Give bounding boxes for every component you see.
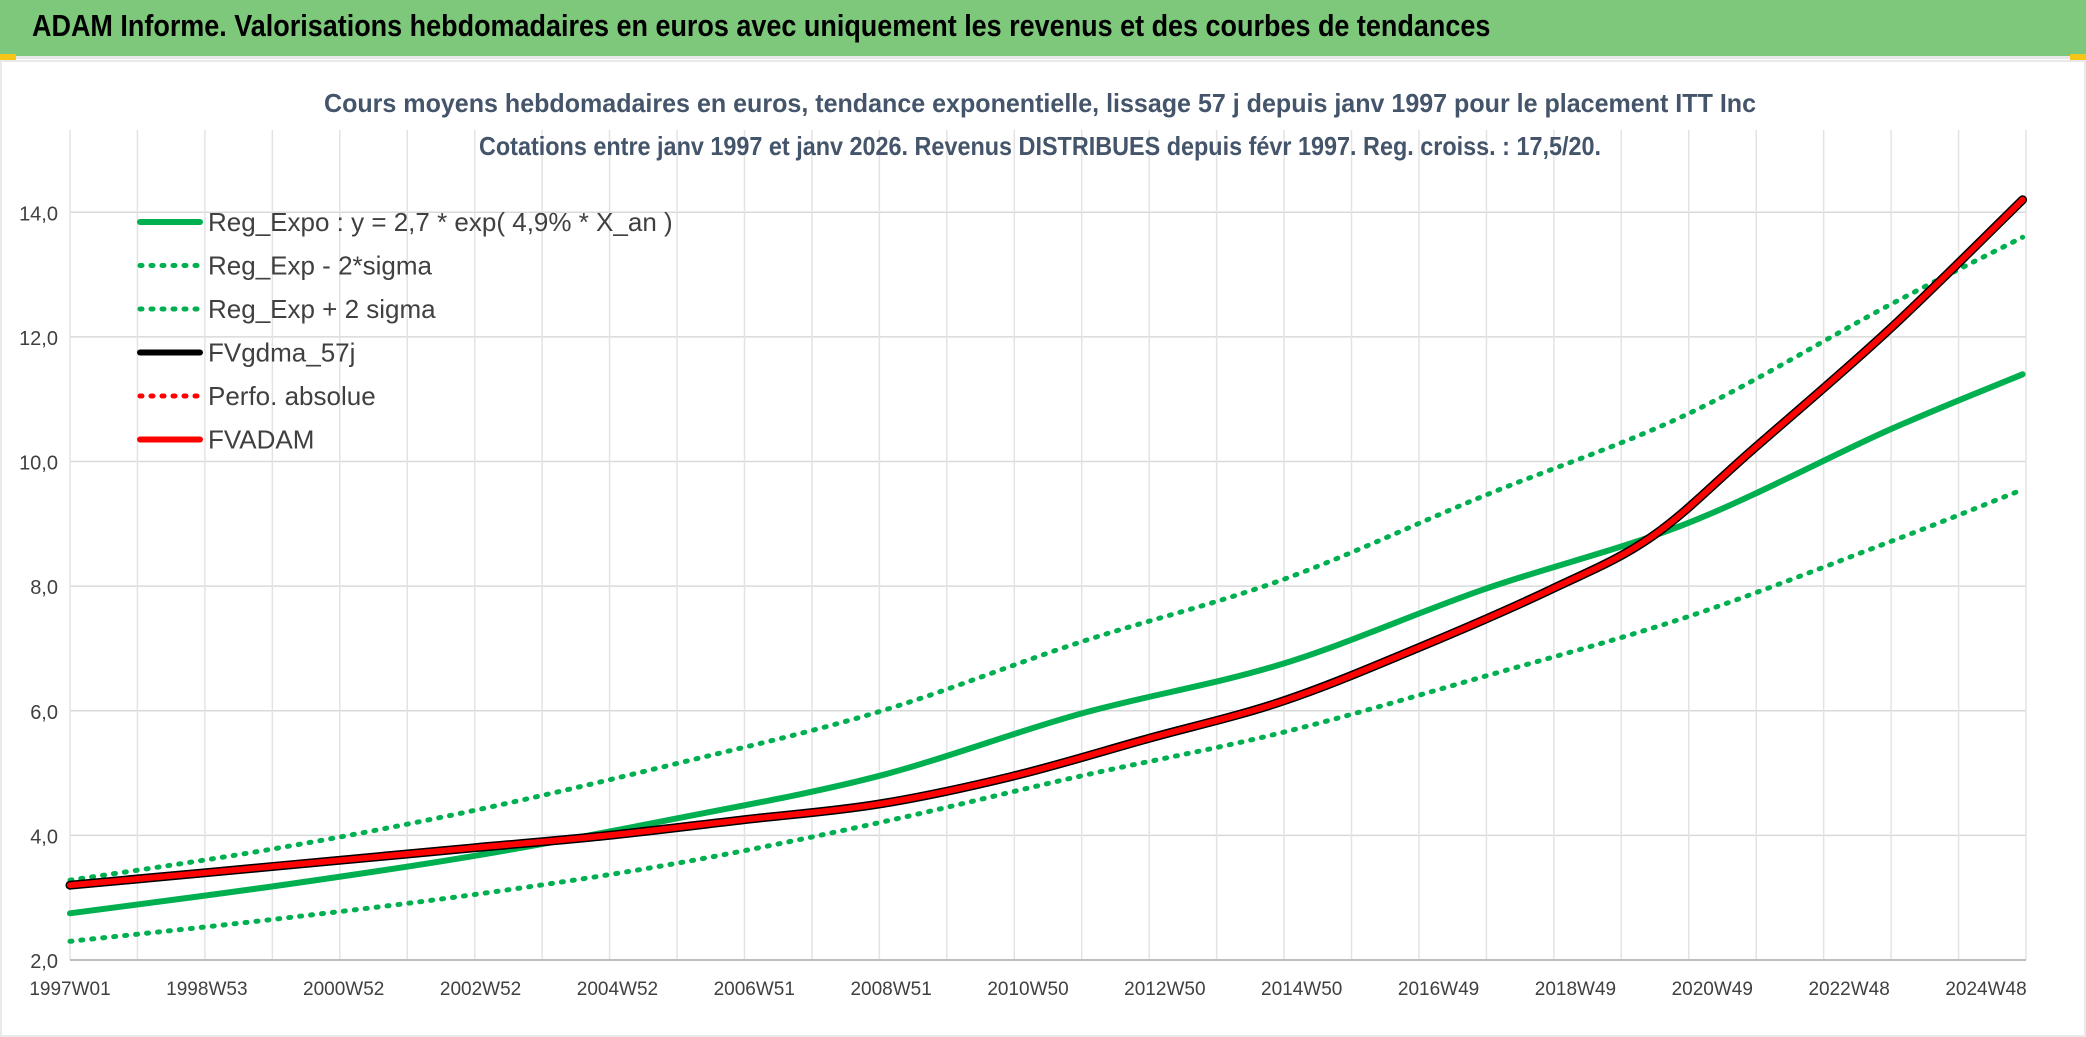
report-title: ADAM Informe. Valorisations hebdomadaire… [32,8,1491,43]
x-tick-label: 2004W52 [577,979,658,1000]
legend-label-0: Reg_Expo : y = 2,7 * exp( 4,9% * X_an ) [208,207,673,237]
x-tick-label: 2012W50 [1124,979,1205,1000]
y-tick-label: 4,0 [30,826,58,848]
x-tick-label: 2016W49 [1398,979,1479,1000]
y-tick-label: 2,0 [30,951,58,973]
y-tick-label: 8,0 [30,577,58,599]
y-tick-label: 14,0 [19,203,58,225]
x-tick-label: 2002W52 [440,979,521,1000]
corner-marker-left [0,54,16,60]
series-line-2 [67,234,2026,883]
x-tick-label: 2024W48 [1945,979,2026,1000]
legend-label-2: Reg_Exp + 2 sigma [208,294,436,324]
chart-title: Cours moyens hebdomadaires en euros, ten… [324,88,1756,118]
x-tick-label: 1997W01 [29,979,110,1000]
series [65,195,2028,944]
legend-label-3: FVgdma_57j [208,338,355,368]
series-line-1 [67,487,2026,944]
x-tick-label: 2020W49 [1672,979,1753,1000]
series-line-0 [67,371,2026,917]
y-tick-label: 6,0 [30,702,58,724]
x-tick-label: 1998W53 [166,979,247,1000]
y-tick-label: 10,0 [19,453,58,475]
x-tick-label: 2000W52 [303,979,384,1000]
y-tick-label: 12,0 [19,328,58,350]
x-tick-label: 2018W49 [1535,979,1616,1000]
axes: 2,0 4,0 6,0 8,0 10,0 12,0 14,0 1997W01 1998W53 20… [19,203,2027,1000]
corner-marker-right [2070,54,2086,60]
chart-frame [0,60,2086,1037]
x-tick-label: 2006W51 [714,979,795,1000]
chart-subtitle: Cotations entre janv 1997 et janv 2026. … [479,131,1601,161]
x-tick-label: 2010W50 [987,979,1068,1000]
legend-label-4: Perfo. absolue [208,381,376,411]
series-line-5 [67,196,2026,889]
x-tick-label: 2014W50 [1261,979,1342,1000]
header-bar: ADAM Informe. Valorisations hebdomadaire… [0,0,2086,59]
legend-label-1: Reg_Exp - 2*sigma [208,251,433,281]
legend-label-5: FVADAM [208,425,314,455]
x-tick-label: 2008W51 [850,979,931,1000]
legend: Reg_Expo : y = 2,7 * exp( 4,9% * X_an ) R… [137,207,673,455]
x-tick-label: 2022W48 [1808,979,1889,1000]
